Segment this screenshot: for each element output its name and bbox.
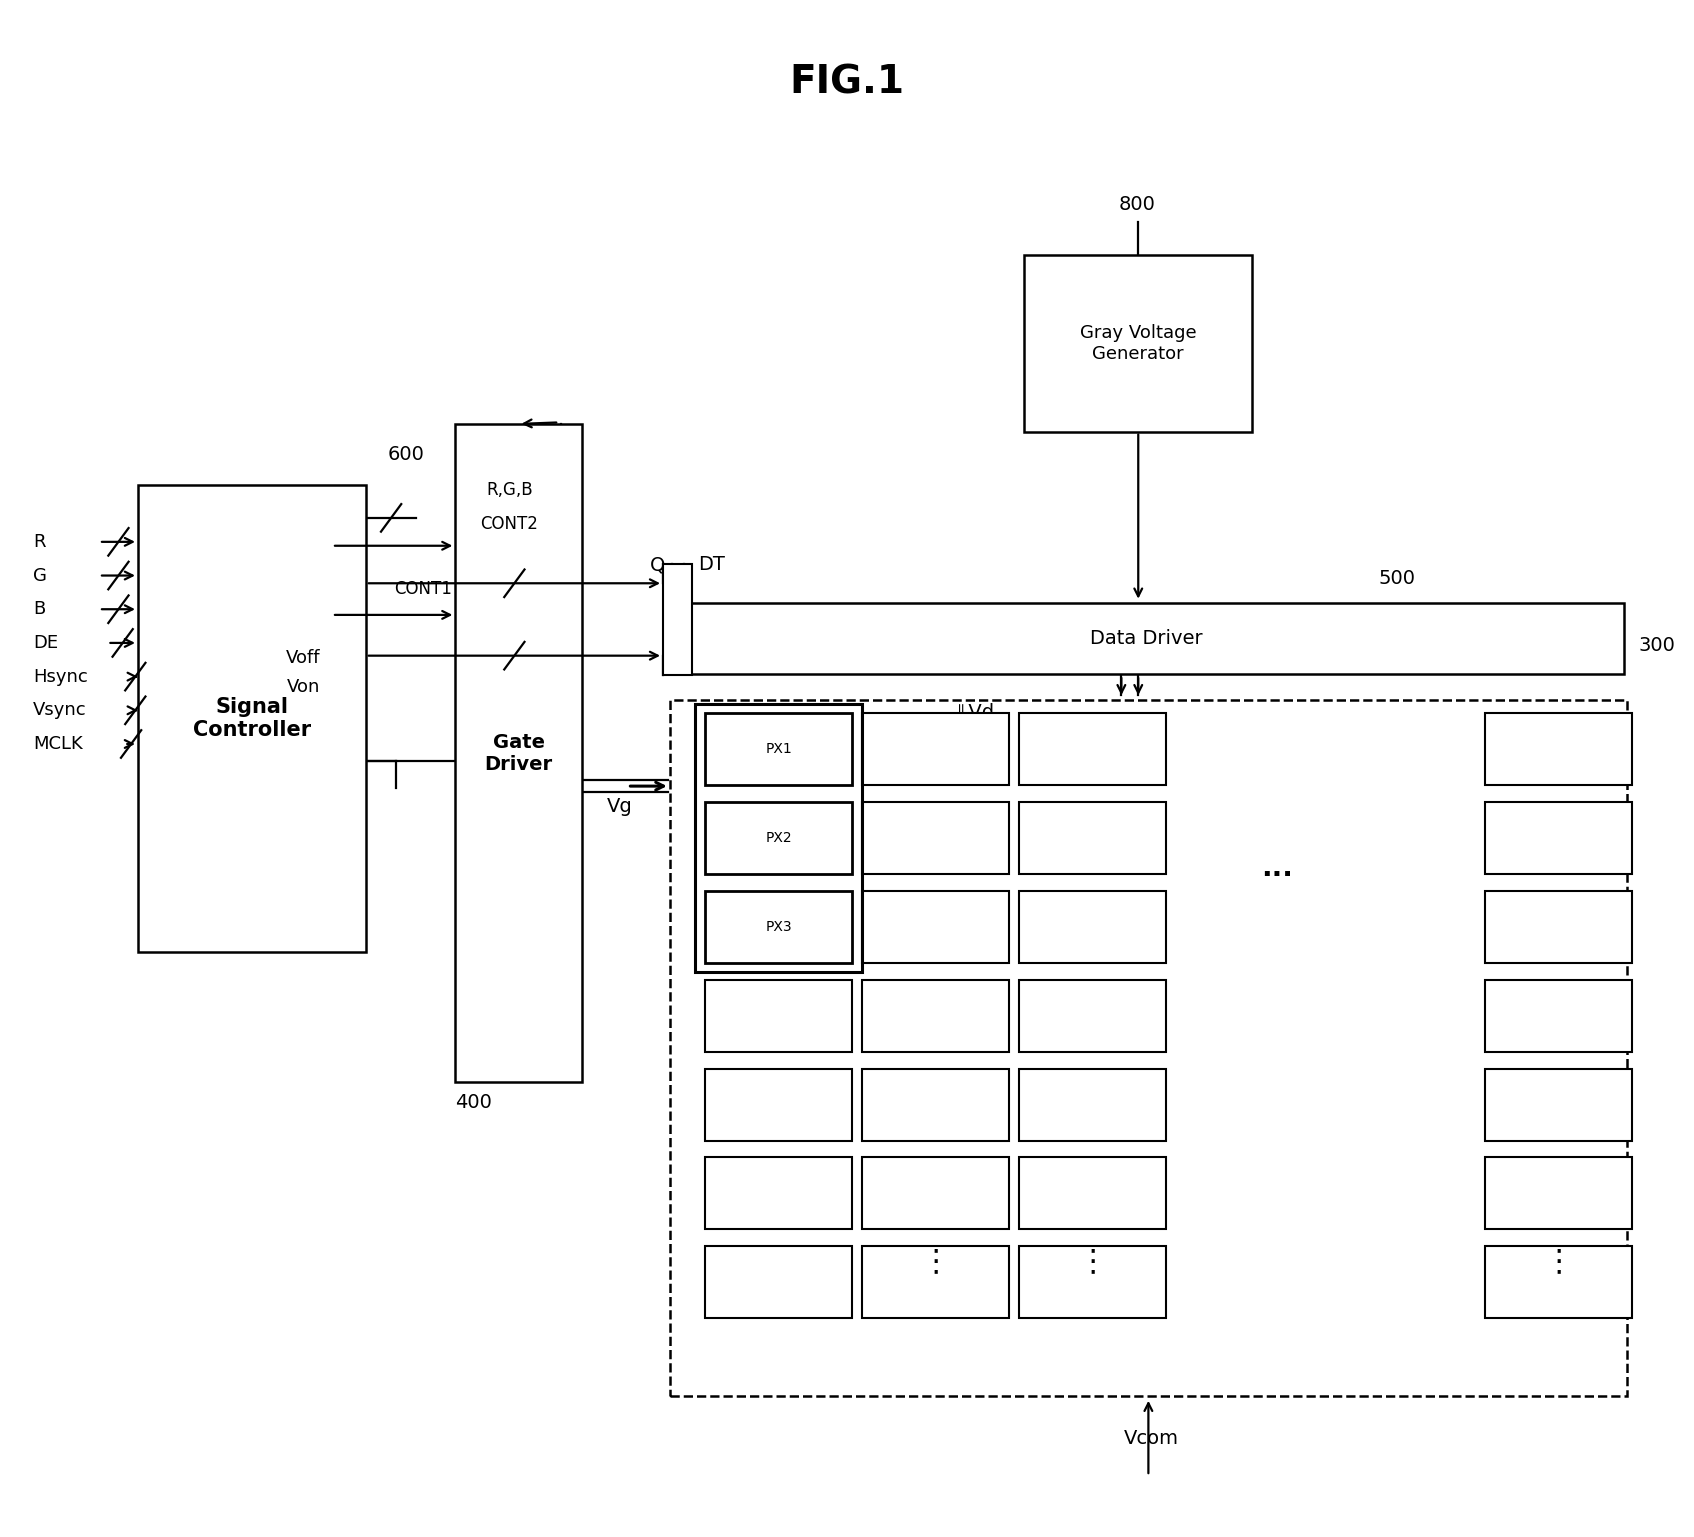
Text: ⋮: ⋮ — [920, 1247, 950, 1276]
Text: B: B — [34, 601, 46, 618]
Bar — [705, 1157, 852, 1230]
Text: Voff: Voff — [286, 649, 320, 667]
Bar — [705, 802, 852, 875]
Text: ...: ... — [1262, 855, 1294, 882]
Bar — [1020, 891, 1165, 964]
Bar — [1486, 802, 1631, 875]
Text: Gate
Driver: Gate Driver — [484, 733, 552, 773]
Bar — [705, 1068, 852, 1140]
Bar — [1020, 713, 1165, 785]
Bar — [695, 704, 862, 973]
Bar — [862, 981, 1010, 1051]
Bar — [1020, 981, 1165, 1051]
Bar — [705, 713, 852, 785]
Text: 800: 800 — [1120, 195, 1155, 214]
Text: Signal
Controller: Signal Controller — [193, 698, 312, 741]
Bar — [862, 802, 1010, 875]
Text: DE: DE — [34, 633, 58, 652]
Bar — [137, 486, 366, 953]
Bar — [1486, 713, 1631, 785]
Text: Vcom: Vcom — [1123, 1428, 1179, 1448]
Text: Vsync: Vsync — [34, 701, 86, 719]
Text: R,G,B: R,G,B — [486, 481, 532, 500]
Text: PX3: PX3 — [766, 921, 791, 934]
Bar — [705, 981, 852, 1051]
Bar — [862, 713, 1010, 785]
Bar — [705, 1247, 852, 1319]
Bar — [669, 603, 1623, 673]
Text: DT: DT — [698, 555, 725, 573]
Bar — [1020, 1157, 1165, 1230]
Text: Vg: Vg — [606, 798, 634, 816]
Bar — [1486, 981, 1631, 1051]
Bar — [1020, 802, 1165, 875]
Text: 300: 300 — [1638, 636, 1675, 655]
Bar — [1020, 1247, 1165, 1319]
Bar — [669, 699, 1626, 1397]
Text: MCLK: MCLK — [34, 735, 83, 753]
Text: ⋮: ⋮ — [1077, 1247, 1108, 1276]
Text: Hsync: Hsync — [34, 667, 88, 686]
Text: 500: 500 — [1379, 569, 1416, 589]
Text: G: G — [34, 567, 47, 584]
Bar — [1020, 1068, 1165, 1140]
Text: R: R — [34, 533, 46, 550]
Text: CONT2: CONT2 — [481, 515, 539, 533]
Text: PX1: PX1 — [766, 742, 793, 756]
Text: Gray Voltage
Generator: Gray Voltage Generator — [1081, 324, 1196, 363]
Bar — [862, 891, 1010, 964]
Bar — [1486, 891, 1631, 964]
Bar — [705, 891, 852, 964]
Text: ⋮: ⋮ — [1543, 1247, 1574, 1276]
Text: 600: 600 — [388, 446, 425, 464]
Bar — [662, 564, 691, 675]
Text: CONT1: CONT1 — [395, 581, 452, 598]
Text: PX2: PX2 — [766, 832, 791, 845]
Bar — [1486, 1247, 1631, 1319]
Bar — [456, 424, 583, 1082]
Text: Q: Q — [650, 555, 666, 573]
Bar — [862, 1157, 1010, 1230]
Text: ⇓Vd: ⇓Vd — [952, 702, 994, 722]
Bar — [1486, 1068, 1631, 1140]
Bar — [1025, 255, 1252, 432]
Bar — [1486, 1157, 1631, 1230]
Text: 400: 400 — [456, 1093, 493, 1111]
Text: Data Driver: Data Driver — [1091, 629, 1203, 647]
Bar — [862, 1247, 1010, 1319]
Bar — [862, 1068, 1010, 1140]
Text: FIG.1: FIG.1 — [789, 63, 905, 101]
Text: Von: Von — [286, 678, 320, 696]
